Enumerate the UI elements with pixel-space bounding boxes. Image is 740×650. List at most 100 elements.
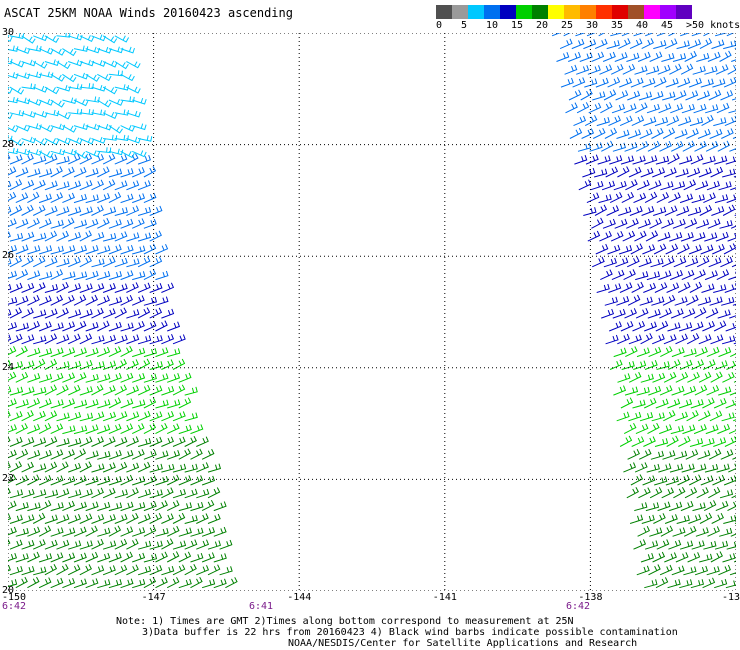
wind-barb — [621, 33, 631, 37]
wind-barb — [79, 35, 95, 42]
wind-barb — [636, 179, 650, 191]
wind-barb — [9, 179, 23, 191]
wind-barb — [143, 218, 157, 229]
wind-barb — [644, 540, 659, 550]
wind-barb — [21, 540, 35, 550]
wind-barb — [97, 295, 110, 306]
wind-barb — [56, 438, 70, 447]
wind-barb — [15, 244, 29, 255]
wind-barb — [683, 566, 697, 576]
wind-barb — [702, 397, 715, 409]
wind-barb — [725, 156, 736, 165]
wind-barb — [587, 65, 601, 75]
wind-barb — [9, 109, 25, 117]
wind-barb — [8, 296, 18, 305]
wind-barb — [178, 551, 192, 563]
wind-barb — [654, 438, 669, 447]
scale-swatch — [660, 5, 676, 19]
wind-barb — [685, 257, 699, 268]
wind-barb — [184, 539, 198, 550]
scale-label: 0 — [436, 20, 443, 31]
wind-barb — [91, 307, 104, 319]
wind-barb — [616, 129, 630, 139]
wind-barb — [73, 294, 87, 306]
wind-barb — [161, 513, 174, 524]
wind-barb — [677, 281, 691, 293]
wind-barb — [595, 77, 609, 88]
wind-barb — [709, 128, 723, 139]
wind-barb — [625, 346, 638, 358]
wind-barb — [673, 486, 686, 499]
wind-barb — [684, 487, 698, 499]
wind-barb — [731, 59, 736, 62]
wind-barb — [691, 359, 705, 370]
wind-barb — [178, 578, 192, 589]
wind-barb — [131, 423, 145, 435]
wind-barb — [635, 307, 649, 319]
wind-barb — [91, 84, 106, 92]
wind-barb — [692, 232, 706, 242]
wind-barb — [50, 527, 64, 537]
wind-barb — [594, 38, 608, 50]
wind-barb — [644, 579, 658, 589]
wind-barb — [32, 179, 46, 191]
wind-barb — [73, 526, 87, 537]
wind-barb — [8, 58, 13, 65]
wind-barb — [572, 77, 586, 88]
wind-barb — [644, 360, 658, 370]
wind-barb — [15, 72, 31, 80]
wind-barb — [207, 487, 221, 499]
wind-barb — [9, 204, 23, 216]
wind-barb — [97, 476, 111, 486]
wind-barb — [702, 320, 715, 332]
wind-barb — [201, 499, 215, 512]
wind-barb — [551, 33, 561, 37]
wind-barb — [68, 206, 82, 216]
wind-barb — [695, 180, 709, 191]
wind-barb — [44, 461, 58, 473]
wind-barb — [715, 500, 729, 512]
wind-barb — [91, 436, 104, 447]
wind-barb — [712, 78, 726, 88]
wind-barb — [610, 230, 624, 242]
wind-barb — [97, 579, 111, 589]
wind-barb — [114, 35, 130, 43]
wind-barb — [143, 166, 157, 178]
wind-barb — [102, 206, 117, 216]
scale-label: 35 — [611, 20, 624, 31]
wind-barb — [717, 140, 730, 152]
wind-barb — [27, 474, 40, 486]
wind-barb — [718, 564, 731, 576]
wind-barb — [108, 397, 122, 409]
wind-barb — [184, 515, 198, 524]
wind-barb — [8, 166, 17, 176]
wind-barb — [574, 155, 588, 165]
wind-barb — [626, 52, 640, 62]
wind-barb — [62, 398, 76, 409]
wind-barb — [697, 90, 710, 101]
wind-barb — [612, 142, 627, 152]
wind-barb — [126, 512, 139, 524]
wind-barb — [651, 296, 665, 306]
wind-barb — [178, 424, 192, 435]
wind-barb — [677, 474, 690, 486]
wind-barb — [50, 475, 64, 486]
wind-barb — [27, 398, 41, 409]
wind-barb — [629, 514, 644, 524]
wind-barb — [680, 500, 694, 512]
wind-barb — [717, 309, 731, 319]
wind-barb — [38, 245, 53, 255]
wind-barb — [33, 489, 47, 499]
wind-barb — [21, 386, 35, 396]
wind-barb — [91, 231, 105, 242]
wind-barb — [178, 448, 191, 460]
wind-barb — [706, 346, 720, 358]
wind-barb — [56, 61, 71, 70]
wind-barb — [650, 91, 664, 101]
wind-barb — [9, 255, 23, 268]
wind-barb — [637, 51, 651, 62]
wind-barb — [628, 166, 642, 178]
wind-barb — [79, 488, 93, 499]
wind-barb — [91, 361, 105, 370]
wind-barb — [704, 463, 719, 473]
